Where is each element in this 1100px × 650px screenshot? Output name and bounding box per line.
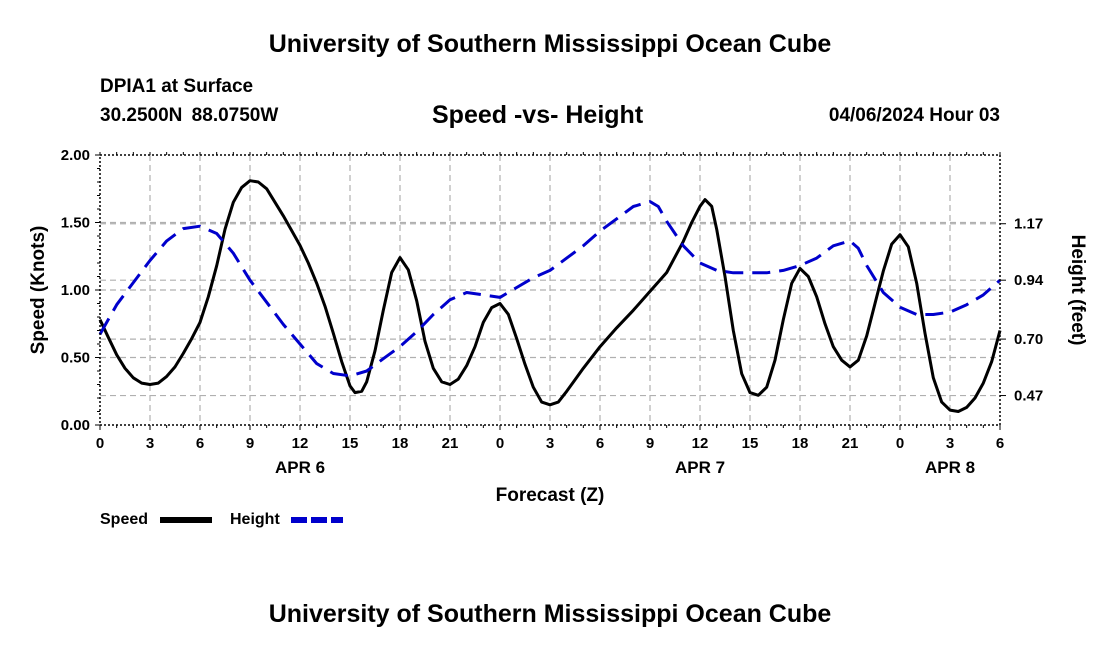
main-title: University of Southern Mississippi Ocean… <box>268 30 832 58</box>
x-tick-label: 3 <box>146 435 154 452</box>
x-tick-label: 6 <box>596 435 604 452</box>
grid-layer <box>100 155 1000 425</box>
chart-datetime: 04/06/2024 Hour 03 <box>828 105 1000 126</box>
date-label: APR 7 <box>675 458 725 477</box>
chart-title: Speed -vs- Height <box>432 101 644 129</box>
x-tick-label: 15 <box>342 435 359 452</box>
x-tick-label: 3 <box>546 435 554 452</box>
y-tick-label: 1.00 <box>61 282 90 299</box>
y-axis-title: Speed (Knots) <box>28 226 49 355</box>
y-tick-label: 1.50 <box>61 215 90 232</box>
x-tick-label: 15 <box>742 435 759 452</box>
x-tick-label: 3 <box>946 435 954 452</box>
y2-tick-label: 1.17 <box>1014 216 1043 233</box>
frame-layer <box>95 152 1006 430</box>
x-tick-label: 9 <box>646 435 654 452</box>
x-tick-label: 0 <box>496 435 504 452</box>
x-tick-label: 0 <box>96 435 104 452</box>
legend: Speed Height <box>100 511 343 528</box>
x-axis-title: Forecast (Z) <box>496 485 605 506</box>
y2-tick-label: 0.70 <box>1014 331 1043 348</box>
x-tick-label: 21 <box>442 435 459 452</box>
x-tick-label: 0 <box>896 435 904 452</box>
speed-series-line <box>98 179 1002 413</box>
y-tick-label: 0.00 <box>61 417 90 434</box>
date-label: APR 8 <box>925 458 975 477</box>
station-coordinates: 30.2500N 88.0750W <box>100 105 279 126</box>
x-tick-label: 12 <box>292 435 309 452</box>
x-tick-label: 12 <box>692 435 709 452</box>
date-label: APR 6 <box>275 458 325 477</box>
series-layer <box>98 179 1002 413</box>
plot-frame <box>99 154 1001 426</box>
x-tick-label: 6 <box>996 435 1004 452</box>
station-name: DPIA1 at Surface <box>100 76 254 97</box>
legend-label-speed: Speed <box>100 511 148 528</box>
x-tick-label: 6 <box>196 435 204 452</box>
y-tick-label: 0.50 <box>61 350 90 367</box>
y2-tick-label: 0.47 <box>1014 388 1043 405</box>
label-layer: 0 3 6 9 12 15 18 21 0 3 6 9 12 15 18 21 0 3 6 0.00 0.50 1.00 1… <box>28 147 1088 506</box>
y-tick-label: 2.00 <box>61 147 90 164</box>
x-tick-label: 9 <box>246 435 254 452</box>
legend-label-height: Height <box>230 511 280 528</box>
x-tick-label: 18 <box>392 435 409 452</box>
y2-axis-title: Height (feet) <box>1067 235 1088 346</box>
height-series-line <box>98 200 1001 378</box>
x-tick-label: 21 <box>842 435 859 452</box>
y2-tick-label: 0.94 <box>1014 272 1044 289</box>
footer-title: University of Southern Mississippi Ocean… <box>268 600 832 628</box>
x-tick-label: 18 <box>792 435 809 452</box>
